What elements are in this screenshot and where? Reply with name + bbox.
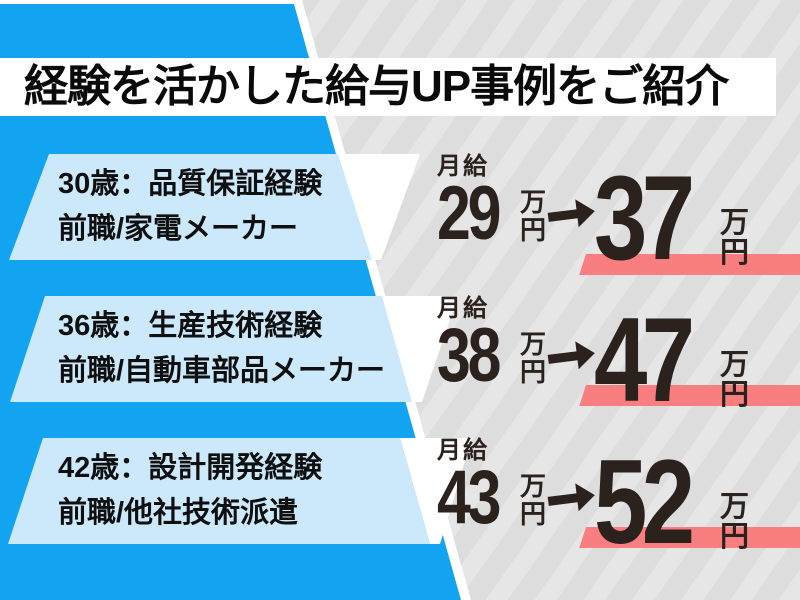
salary-case-row: 30歳：品質保証経験 前職/家電メーカー 月給 29 万 円 37 万 円	[0, 146, 800, 282]
unit-en: 円	[720, 521, 750, 553]
salary-label: 月給	[437, 437, 489, 464]
profile-text: 42歳：設計開発経験 前職/他社技術派遣	[58, 446, 322, 536]
unit-en: 円	[520, 357, 547, 387]
profile-line1: 36歳：生産技術経験	[58, 310, 323, 342]
unit-man: 万	[520, 187, 547, 217]
unit-man: 万	[720, 207, 750, 239]
unit-man: 万	[520, 329, 547, 359]
unit-man: 万	[720, 349, 750, 381]
salary-after-unit: 万 円	[720, 208, 749, 268]
profile-line1: 30歳：品質保証経験	[58, 168, 323, 200]
unit-en: 円	[720, 237, 750, 269]
salary-case-row: 36歳：生産技術経験 前職/自動車部品メーカー 月給 38 万 円 47 万 円	[0, 288, 800, 424]
unit-man: 万	[520, 471, 547, 501]
salary-after-unit: 万 円	[720, 492, 749, 552]
salary-after-value: 37	[594, 151, 695, 285]
arrow-shaft	[547, 351, 579, 364]
profile-line2: 前職/他社技術派遣	[58, 497, 299, 529]
profile-card	[8, 438, 430, 544]
title-banner: 経験を活かした給与UP事例をご紹介	[0, 58, 776, 116]
unit-en: 円	[520, 499, 547, 529]
profile-line2: 前職/家電メーカー	[58, 213, 299, 245]
profile-card	[10, 296, 412, 402]
arrow-shaft	[547, 209, 579, 222]
page-title: 経験を活かした給与UP事例をご紹介	[24, 62, 729, 111]
salary-label: 月給	[437, 153, 489, 180]
right-arrow-icon	[546, 197, 597, 231]
salary-after-value: 47	[594, 293, 695, 427]
salary-before-value: 38	[437, 313, 501, 398]
profile-line1: 42歳：設計開発経験	[58, 452, 323, 484]
right-arrow-icon	[546, 339, 597, 373]
salary-after-value: 52	[594, 435, 695, 569]
salary-before-value: 29	[437, 171, 501, 256]
profile-text: 36歳：生産技術経験 前職/自動車部品メーカー	[58, 304, 385, 394]
profile-line2: 前職/自動車部品メーカー	[58, 355, 386, 387]
profile-card	[9, 154, 372, 260]
salary-before-unit: 万 円	[520, 330, 546, 386]
salary-before-unit: 万 円	[520, 188, 546, 244]
salary-label: 月給	[437, 295, 489, 322]
profile-text: 30歳：品質保証経験 前職/家電メーカー	[58, 162, 322, 252]
right-arrow-icon	[546, 481, 597, 515]
unit-en: 円	[720, 379, 750, 411]
salary-before-unit: 万 円	[520, 472, 546, 528]
unit-en: 円	[520, 215, 547, 245]
salary-before-value: 43	[437, 455, 501, 540]
salary-after-unit: 万 円	[720, 350, 749, 410]
salary-case-row: 42歳：設計開発経験 前職/他社技術派遣 月給 43 万 円 52 万 円	[0, 430, 800, 566]
arrow-shaft	[547, 493, 579, 506]
unit-man: 万	[720, 491, 750, 523]
